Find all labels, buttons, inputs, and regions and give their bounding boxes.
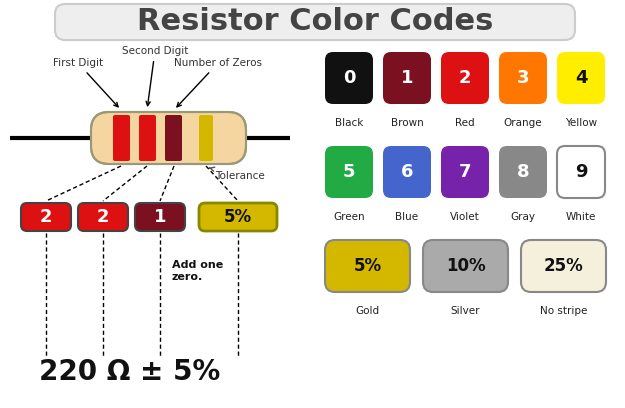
FancyBboxPatch shape: [441, 146, 489, 198]
Text: White: White: [566, 212, 596, 222]
Text: 220 Ω ± 5%: 220 Ω ± 5%: [39, 358, 221, 386]
Text: Resistor Color Codes: Resistor Color Codes: [137, 7, 493, 35]
FancyBboxPatch shape: [139, 115, 156, 161]
Text: Number of Zeros: Number of Zeros: [174, 58, 262, 107]
Text: 6: 6: [401, 163, 413, 181]
Text: 5%: 5%: [224, 208, 252, 226]
Text: Second Digit: Second Digit: [122, 46, 188, 106]
Text: 5%: 5%: [354, 257, 381, 275]
FancyBboxPatch shape: [199, 115, 213, 161]
FancyBboxPatch shape: [325, 52, 373, 104]
Text: 9: 9: [575, 163, 587, 181]
Text: 1: 1: [154, 208, 166, 226]
Text: Silver: Silver: [451, 306, 480, 316]
FancyBboxPatch shape: [21, 203, 71, 231]
Text: Violet: Violet: [450, 212, 480, 222]
FancyBboxPatch shape: [165, 115, 182, 161]
FancyBboxPatch shape: [325, 240, 410, 292]
Text: Add one
zero.: Add one zero.: [172, 260, 223, 282]
FancyBboxPatch shape: [325, 146, 373, 198]
Text: 25%: 25%: [544, 257, 583, 275]
Text: 10%: 10%: [446, 257, 486, 275]
Text: Green: Green: [333, 212, 365, 222]
Text: 1: 1: [401, 69, 413, 87]
Text: Gold: Gold: [356, 306, 379, 316]
Text: Blue: Blue: [396, 212, 419, 222]
Text: Red: Red: [455, 118, 475, 128]
FancyBboxPatch shape: [499, 146, 547, 198]
FancyBboxPatch shape: [383, 146, 431, 198]
Text: 2: 2: [97, 208, 109, 226]
Text: 7: 7: [459, 163, 471, 181]
Text: 3: 3: [517, 69, 529, 87]
Text: Gray: Gray: [511, 212, 536, 222]
FancyBboxPatch shape: [521, 240, 606, 292]
FancyBboxPatch shape: [199, 203, 277, 231]
FancyBboxPatch shape: [423, 240, 508, 292]
Text: No stripe: No stripe: [540, 306, 588, 316]
Text: 2: 2: [459, 69, 471, 87]
FancyBboxPatch shape: [55, 4, 575, 40]
FancyBboxPatch shape: [135, 203, 185, 231]
Text: 4: 4: [575, 69, 587, 87]
Text: 0: 0: [342, 69, 355, 87]
Text: Brown: Brown: [391, 118, 423, 128]
FancyBboxPatch shape: [499, 52, 547, 104]
Text: 2: 2: [40, 208, 52, 226]
FancyBboxPatch shape: [441, 52, 489, 104]
FancyBboxPatch shape: [113, 115, 130, 161]
FancyBboxPatch shape: [383, 52, 431, 104]
FancyBboxPatch shape: [557, 52, 605, 104]
FancyBboxPatch shape: [91, 112, 246, 164]
FancyBboxPatch shape: [557, 146, 605, 198]
Text: First Digit: First Digit: [53, 58, 118, 107]
Text: Yellow: Yellow: [565, 118, 597, 128]
Text: Black: Black: [335, 118, 363, 128]
Text: Tolerance: Tolerance: [209, 167, 265, 181]
Text: 8: 8: [517, 163, 529, 181]
FancyBboxPatch shape: [78, 203, 128, 231]
Text: Orange: Orange: [504, 118, 542, 128]
Text: 5: 5: [342, 163, 355, 181]
